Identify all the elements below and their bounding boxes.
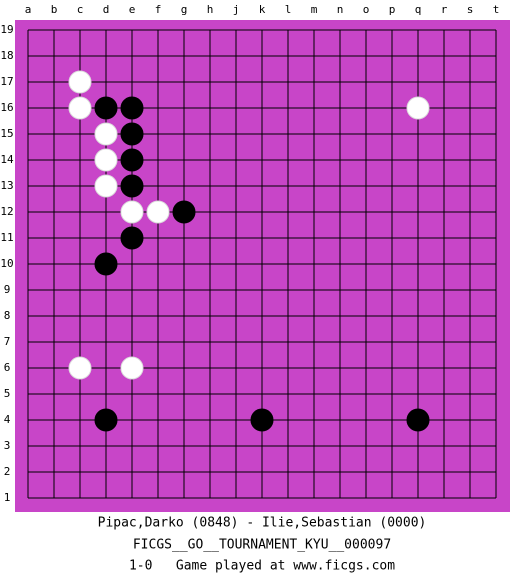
column-label: j (233, 3, 240, 16)
stone (68, 96, 92, 120)
column-label: d (103, 3, 110, 16)
stone (120, 200, 144, 224)
row-label: 9 (4, 283, 11, 296)
column-label: h (207, 3, 214, 16)
stone (120, 226, 144, 250)
row-label: 16 (0, 101, 13, 114)
column-label: e (129, 3, 136, 16)
row-label: 12 (0, 205, 13, 218)
row-label: 6 (4, 361, 11, 374)
row-label: 17 (0, 75, 13, 88)
stone (94, 96, 118, 120)
stone (94, 174, 118, 198)
column-label: q (415, 3, 422, 16)
stone (68, 356, 92, 380)
column-label: r (441, 3, 448, 16)
column-label: c (77, 3, 84, 16)
column-label: b (51, 3, 58, 16)
players: Pipac,Darko (0848) - Ilie,Sebastian (000… (98, 516, 427, 531)
stone (120, 148, 144, 172)
row-label: 2 (4, 465, 11, 478)
column-label: s (467, 3, 474, 16)
stone (120, 96, 144, 120)
stone (172, 200, 196, 224)
stone (94, 252, 118, 276)
row-label: 18 (0, 49, 13, 62)
row-label: 1 (4, 491, 11, 504)
result: 1-0 Game played at www.ficgs.com (129, 559, 395, 574)
stone (94, 122, 118, 146)
row-label: 8 (4, 309, 11, 322)
row-label: 11 (0, 231, 13, 244)
column-label: n (337, 3, 344, 16)
event: FICGS__GO__TOURNAMENT_KYU__000097 (133, 538, 391, 553)
stone (68, 70, 92, 94)
row-label: 7 (4, 335, 11, 348)
stone (94, 408, 118, 432)
row-label: 15 (0, 127, 13, 140)
stone (94, 148, 118, 172)
column-label: t (493, 3, 500, 16)
column-label: g (181, 3, 188, 16)
row-label: 4 (4, 413, 11, 426)
stone (120, 122, 144, 146)
column-label: f (155, 3, 162, 16)
stone (250, 408, 274, 432)
column-label: m (311, 3, 318, 16)
column-label: p (389, 3, 396, 16)
stone (120, 174, 144, 198)
column-label: k (259, 3, 266, 16)
row-label: 10 (0, 257, 13, 270)
column-label: l (285, 3, 292, 16)
row-label: 13 (0, 179, 13, 192)
column-label: a (25, 3, 32, 16)
row-label: 5 (4, 387, 11, 400)
row-label: 19 (0, 23, 13, 36)
stone (146, 200, 170, 224)
stone (120, 356, 144, 380)
row-label: 3 (4, 439, 11, 452)
stone (406, 408, 430, 432)
row-label: 14 (0, 153, 14, 166)
stone (406, 96, 430, 120)
column-label: o (363, 3, 370, 16)
